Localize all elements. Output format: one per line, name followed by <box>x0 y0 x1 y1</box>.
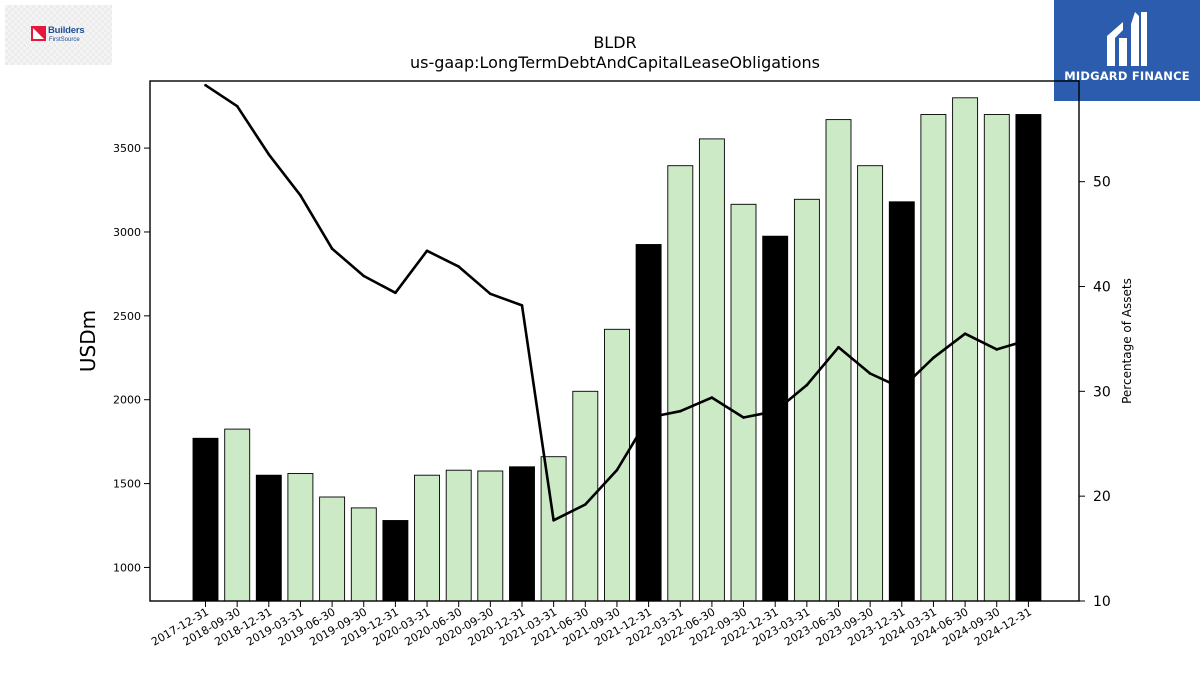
bar-2019-03-31 <box>287 473 314 602</box>
y2-tick-label: 10 <box>1093 594 1111 610</box>
percentage-point-2024-06-30 <box>963 332 967 336</box>
percentage-point-2020-12-31 <box>520 304 524 307</box>
percentage-point-2022-06-30 <box>710 396 714 399</box>
bar-2021-03-31 <box>540 456 567 602</box>
bar-2019-09-30 <box>350 507 377 602</box>
builders-firstsource-mark-icon <box>31 26 46 41</box>
midgard-finance-logo: MIDGARD FINANCE <box>1054 0 1200 101</box>
y2-tick-label: 40 <box>1093 279 1111 295</box>
percentage-point-2023-03-31 <box>805 383 809 387</box>
percentage-point-2020-06-30 <box>457 265 461 268</box>
percentage-point-2019-12-31 <box>394 291 397 295</box>
percentage-points <box>204 83 1030 522</box>
y2-axis-label: Percentage of Assets <box>1120 278 1134 404</box>
percentage-point-2024-03-31 <box>932 356 935 360</box>
y-tick-label: 3500 <box>113 142 141 155</box>
x-axis: 2017-12-312018-09-302018-12-312019-03-31… <box>149 601 1034 649</box>
percentage-point-2021-06-30 <box>584 503 587 506</box>
percentage-point-2022-12-31 <box>773 409 777 413</box>
bar-2019-06-30 <box>319 496 346 602</box>
percentage-point-2019-06-30 <box>330 247 334 250</box>
bar-2021-12-31 <box>635 244 662 602</box>
percentage-point-2021-09-30 <box>615 468 619 472</box>
percentage-point-2020-09-30 <box>489 292 492 296</box>
logo-right-name: MIDGARD FINANCE <box>1064 69 1190 83</box>
bar-2018-09-30 <box>224 428 251 602</box>
percentage-point-2022-09-30 <box>742 416 745 419</box>
bar-2023-12-31 <box>888 201 915 602</box>
bar-2020-03-31 <box>414 474 440 602</box>
percentage-point-2023-12-31 <box>900 386 904 390</box>
bar-2019-12-31 <box>382 520 409 602</box>
bar-2024-12-31 <box>1015 114 1042 602</box>
bar-2020-09-30 <box>477 470 504 602</box>
logo-left-name: Builders <box>48 25 85 36</box>
y2-tick-label: 20 <box>1093 489 1111 505</box>
bar-2020-06-30 <box>445 469 472 602</box>
bar-2024-06-30 <box>952 97 979 602</box>
bar-2021-09-30 <box>604 328 630 602</box>
y-tick-label: 3000 <box>113 226 141 239</box>
y-tick-label: 2500 <box>113 310 141 323</box>
y2-tick-label: 50 <box>1093 175 1111 191</box>
bar-series <box>192 97 1042 602</box>
bar-2022-12-31 <box>762 235 789 602</box>
bar-2020-12-31 <box>509 466 535 602</box>
y-tick-label: 1000 <box>113 561 141 574</box>
midgard-finance-mark-icon <box>1107 12 1147 66</box>
percentage-point-2019-03-31 <box>299 194 302 197</box>
bar-2022-06-30 <box>698 138 725 602</box>
left-axis: 1000 1500 2000 2500 3000 3500 <box>113 142 150 574</box>
bar-2022-03-31 <box>667 165 694 602</box>
percentage-point-2020-03-31 <box>425 249 429 253</box>
bar-2018-12-31 <box>255 474 282 602</box>
bar-2017-12-31 <box>192 437 219 602</box>
bar-2024-09-30 <box>983 114 1010 602</box>
percentage-point-2018-12-31 <box>267 153 271 156</box>
percentage-point-2023-09-30 <box>868 372 872 375</box>
y-tick-label: 1500 <box>113 478 141 491</box>
percentage-point-2022-03-31 <box>679 409 682 413</box>
builders-firstsource-logo: Builders FirstSource <box>5 5 112 65</box>
bar-2023-06-30 <box>825 119 852 602</box>
percentage-point-2021-12-31 <box>647 416 650 419</box>
bar-2023-09-30 <box>857 165 884 602</box>
percentage-point-2019-09-30 <box>362 274 366 278</box>
percentage-point-2024-09-30 <box>995 348 999 351</box>
plot-frame <box>149 80 1080 602</box>
bar-2023-03-31 <box>793 198 820 602</box>
percentage-point-2024-12-31 <box>1027 338 1030 342</box>
logo-left-sub: FirstSource <box>49 37 80 43</box>
percentage-point-2021-03-31 <box>552 519 555 522</box>
percentage-point-2018-09-30 <box>235 104 239 108</box>
y2-tick-label: 30 <box>1093 384 1111 400</box>
chart-title: BLDR <box>593 33 636 52</box>
right-axis: 10 20 30 40 50 <box>1079 175 1111 610</box>
y-tick-label: 2000 <box>113 394 141 407</box>
y-axis-label: USDm <box>76 310 100 372</box>
chart-subtitle: us-gaap:LongTermDebtAndCapitalLeaseOblig… <box>410 53 820 72</box>
percentage-point-2023-06-30 <box>837 346 840 349</box>
percentage-point-2017-12-31 <box>204 83 207 87</box>
bar-2022-09-30 <box>730 203 757 602</box>
